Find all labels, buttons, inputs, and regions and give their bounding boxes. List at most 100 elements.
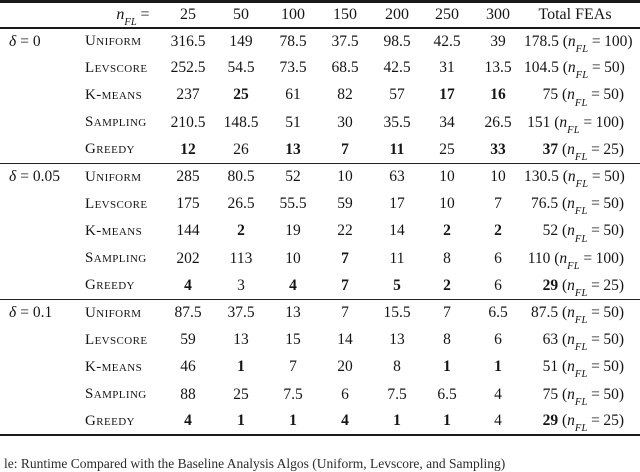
value-cell: 42.5	[372, 55, 422, 82]
delta-symbol: δ	[9, 304, 17, 322]
method-cell: Levscore	[85, 55, 162, 82]
n-subscript: FL	[574, 315, 588, 327]
value-cell: 16	[472, 82, 524, 109]
cell-value: 30	[337, 113, 353, 131]
total-value: 110	[527, 249, 551, 267]
value-cell: 12	[162, 136, 214, 163]
cell-value: 26.5	[484, 113, 512, 131]
close-paren: )	[618, 358, 624, 376]
cell-value: 6	[341, 385, 349, 403]
value-cell: 8	[422, 327, 472, 354]
total-value: 104.5	[524, 59, 559, 77]
cell-value: 12	[180, 140, 196, 158]
close-paren: )	[627, 32, 633, 50]
value-cell: 4	[162, 272, 214, 299]
total-cell: 104.5 (nFL = 50)	[524, 55, 640, 82]
value-cell: 4	[268, 272, 318, 299]
cell-value: 25	[439, 140, 455, 158]
delta-label-cell	[0, 136, 85, 163]
cell-value: 61	[285, 86, 301, 104]
n-symbol: n	[567, 358, 575, 376]
total-cell: 75 (nFL = 50)	[524, 381, 640, 408]
table-section-1: δ = 0.05 Uniform 285 80.5 52 10 63 10 10 130.5 (nF…	[0, 163, 640, 299]
cell-value: 35.5	[383, 113, 411, 131]
close-paren: )	[618, 86, 624, 104]
delta-label-cell	[0, 272, 85, 299]
value-cell: 17	[422, 82, 472, 109]
method-cell: Greedy	[85, 136, 162, 163]
method-cell: K-means	[85, 82, 162, 109]
cell-value: 25	[233, 86, 249, 104]
cell-value: 16	[490, 86, 506, 104]
cell-value: 3	[237, 276, 245, 294]
n-symbol: n	[567, 304, 575, 322]
n-subscript: FL	[575, 43, 589, 55]
cell-value: 7	[341, 276, 349, 294]
n-subscript: FL	[574, 151, 588, 163]
cell-value: 26	[233, 140, 249, 158]
cell-value: 6	[494, 249, 502, 267]
cell-value: 42.5	[383, 59, 411, 77]
delta-label-cell	[0, 327, 85, 354]
total-cell: 178.5 (nFL = 100)	[524, 28, 640, 55]
value-cell: 30	[318, 109, 372, 136]
cell-value: 113	[229, 249, 253, 267]
table-row: Greedy 12 26 13 7 11 25 33 37 (nFL = 25)	[0, 136, 640, 163]
cell-value: 252.5	[170, 59, 206, 77]
cell-value: 7	[494, 195, 502, 213]
value-cell: 80.5	[214, 163, 268, 190]
total-nfl-value: 25	[603, 412, 619, 430]
method-label: Greedy	[85, 277, 135, 294]
delta-label-cell	[0, 408, 85, 435]
delta-label-cell	[0, 82, 85, 109]
cell-value: 1	[237, 412, 245, 430]
cell-value: 2	[443, 276, 451, 294]
total-value: 29	[542, 276, 559, 294]
total-nfl-value: 50	[603, 331, 619, 349]
value-cell: 19	[268, 218, 318, 245]
cell-value: 59	[337, 195, 353, 213]
cell-value: 1	[494, 358, 502, 376]
delta-label-cell	[0, 381, 85, 408]
open-paren: (	[562, 168, 568, 186]
value-cell: 7	[422, 299, 472, 326]
n-symbol: n	[559, 113, 568, 131]
value-cell: 252.5	[162, 55, 214, 82]
value-cell: 1	[268, 408, 318, 435]
cell-value: 37.5	[227, 304, 255, 322]
method-label: K-means	[85, 222, 143, 239]
value-cell: 37.5	[318, 28, 372, 55]
cell-value: 88	[180, 385, 196, 403]
n-symbol: n	[567, 32, 576, 50]
value-cell: 1	[472, 354, 524, 381]
value-cell: 1	[214, 354, 268, 381]
cell-value: 1	[443, 358, 451, 376]
delta-value: = 0.05	[20, 168, 60, 186]
results-table: nFL = 25 50 100 150 200 250 300 Total FEA…	[0, 0, 640, 437]
total-nfl-value: 50	[603, 195, 619, 213]
value-cell: 11	[372, 136, 422, 163]
total-value: 178.5	[524, 32, 559, 50]
cell-value: 19	[285, 222, 301, 240]
value-cell: 7.5	[372, 381, 422, 408]
value-cell: 202	[162, 245, 214, 272]
total-nfl-value: 50	[603, 222, 619, 240]
value-cell: 113	[214, 245, 268, 272]
method-cell: Levscore	[85, 191, 162, 218]
table-row: K-means 237 25 61 82 57 17 16 75 (nFL = 50)	[0, 82, 640, 109]
table-section-0: δ = 0 Uniform 316.5 149 78.5 37.5 98.5 42.5 39 178…	[0, 28, 640, 164]
open-paren: (	[562, 32, 568, 50]
close-paren: )	[618, 385, 624, 403]
method-label: Uniform	[85, 304, 142, 321]
value-cell: 25	[422, 136, 472, 163]
cell-value: 57	[389, 86, 405, 104]
cell-value: 4	[341, 412, 349, 430]
value-cell: 2	[472, 218, 524, 245]
open-paren: (	[562, 222, 568, 240]
value-cell: 11	[372, 245, 422, 272]
total-cell: 37 (nFL = 25)	[524, 136, 640, 163]
value-cell: 6	[472, 245, 524, 272]
total-cell: 151 (nFL = 100)	[524, 109, 640, 136]
method-cell: Uniform	[85, 299, 162, 326]
value-cell: 149	[214, 28, 268, 55]
